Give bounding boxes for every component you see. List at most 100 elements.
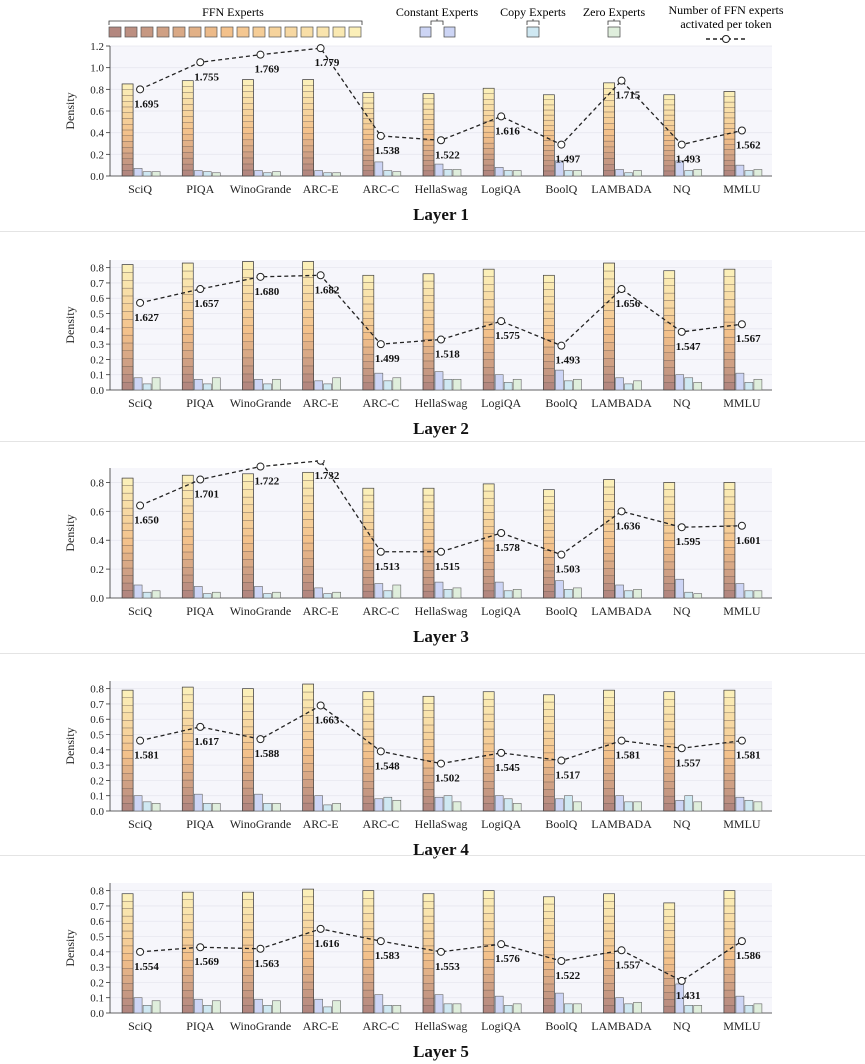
line-marker: [196, 943, 205, 952]
bar-ffn-segment: [543, 738, 555, 746]
bar-ffn-segment: [663, 94, 675, 101]
bar-ffn-segment: [302, 763, 314, 772]
bar-zero-piqa: [211, 377, 221, 391]
bar-constant-mmlu: [735, 583, 745, 599]
bar-ffn-segment: [302, 325, 314, 334]
bar-ffn-segment: [543, 503, 555, 511]
bar-constant-mmlu: [735, 796, 745, 812]
bar-ffn-segment: [242, 79, 254, 86]
bar-ffn-segment: [543, 563, 555, 572]
bar-ffn-segment: [543, 496, 555, 504]
bar-constant-mmlu: [735, 372, 745, 391]
bar-ffn-segment: [723, 133, 736, 140]
bar-ffn-segment: [663, 532, 675, 541]
bar-ffn-segment: [362, 296, 374, 305]
bar-ffn-segment: [603, 780, 615, 789]
bar-ffn-segment: [483, 997, 495, 1006]
bar-ffn-segment: [362, 339, 374, 348]
bar-ffn-segment: [182, 134, 194, 141]
line-marker: [376, 131, 385, 140]
bar-ffn-segment: [603, 270, 615, 280]
line-marker: [437, 759, 445, 768]
bar-ffn-segment: [422, 710, 435, 718]
bar-ffn-segment: [723, 503, 736, 512]
bar-ffn-segment: [663, 482, 675, 490]
bar-ffn-segment: [663, 554, 675, 563]
bar-zero-mmlu: [753, 1003, 763, 1014]
bar-ffn-segment: [483, 142, 495, 149]
bar-ffn-segment: [603, 129, 615, 136]
bar-ffn-segment: [182, 725, 194, 734]
x-tick-label: NQ: [673, 182, 691, 196]
bar-ffn-segment: [302, 691, 314, 701]
panel-title: Layer 1: [413, 205, 469, 224]
data-label: 1.538: [375, 145, 400, 157]
bar-ffn-hellaswag: [422, 487, 435, 599]
bar-ffn-outline: [242, 473, 254, 599]
bar-ffn-segment: [603, 358, 615, 367]
data-label: 1.722: [254, 476, 279, 488]
bar-ffn-segment: [302, 731, 314, 740]
bar-ffn-segment: [483, 576, 495, 584]
panel-title: Layer 5: [413, 1042, 469, 1061]
legend-zero-bracket: [607, 19, 621, 25]
bar-zero-hellaswag: [452, 1003, 462, 1014]
bar-ffn-segment: [723, 583, 736, 591]
bar-ffn-segment: [723, 576, 736, 584]
bar-ffn-segment: [663, 322, 675, 331]
bar-ffn-outline: [663, 691, 676, 812]
bar-ffn-outline: [362, 487, 375, 599]
legend-constant-swatch: [419, 26, 432, 38]
bar-ffn-segment: [182, 997, 194, 1006]
bar-ffn-segment: [242, 742, 254, 750]
bar-ffn-segment: [483, 512, 495, 520]
data-label: 1.522: [435, 149, 460, 161]
bar-ffn-segment: [483, 329, 495, 338]
legend-copy-label: Copy Experts: [500, 5, 566, 19]
bar-ffn-segment: [121, 492, 134, 501]
bar-constant-boolq: [555, 369, 564, 391]
bar-ffn-segment: [723, 154, 736, 161]
bar-copy-mmlu: [744, 170, 754, 177]
legend-line-label-2: activated per token: [680, 17, 771, 31]
bar-ffn-arc-c: [362, 92, 375, 177]
bar-ffn-segment: [603, 893, 615, 902]
bar-ffn-segment: [543, 591, 555, 599]
bar-ffn-segment: [603, 590, 615, 599]
y-tick-label: 0.5: [90, 730, 104, 742]
bar-ffn-segment: [543, 940, 555, 948]
x-tick-label: NQ: [673, 817, 691, 831]
y-tick-label: 0.7: [90, 901, 104, 913]
bar-zero-sciq: [151, 171, 161, 177]
bar-ffn-segment: [422, 983, 435, 991]
bar-ffn-piqa: [181, 474, 194, 599]
bar-ffn-hellaswag: [422, 695, 435, 812]
bar-ffn-segment: [182, 482, 194, 491]
bar-ffn-segment: [543, 530, 555, 538]
bar-ffn-hellaswag: [422, 93, 435, 177]
bar-ffn-segment: [422, 295, 435, 303]
bar-ffn-segment: [302, 495, 314, 504]
bar-ffn-outline: [181, 686, 194, 812]
bar-ffn-segment: [422, 529, 435, 537]
bar-ffn-segment: [723, 306, 736, 315]
bar-copy-boolq: [564, 170, 573, 177]
bar-ffn-segment: [543, 318, 555, 326]
bar-ffn-segment: [121, 552, 134, 561]
bar-ffn-segment: [663, 803, 675, 812]
bar-ffn-arc-c: [362, 890, 375, 1014]
bar-ffn-segment: [242, 325, 254, 334]
bar-ffn-arc-e: [302, 79, 314, 177]
bar-ffn-boolq: [543, 489, 555, 599]
bar-ffn-segment: [483, 890, 495, 899]
y-tick-label: 1.0: [90, 63, 104, 75]
bar-ffn-segment: [121, 515, 134, 524]
data-label: 1.522: [555, 970, 580, 982]
bar-ffn-segment: [543, 570, 555, 578]
bar-ffn-segment: [362, 515, 374, 523]
bar-ffn-segment: [543, 716, 555, 724]
bar-ffn-segment: [663, 270, 675, 279]
legend-ffn-swatch: [348, 26, 362, 38]
bar-ffn-segment: [422, 724, 435, 733]
bar-ffn-segment: [723, 117, 736, 124]
